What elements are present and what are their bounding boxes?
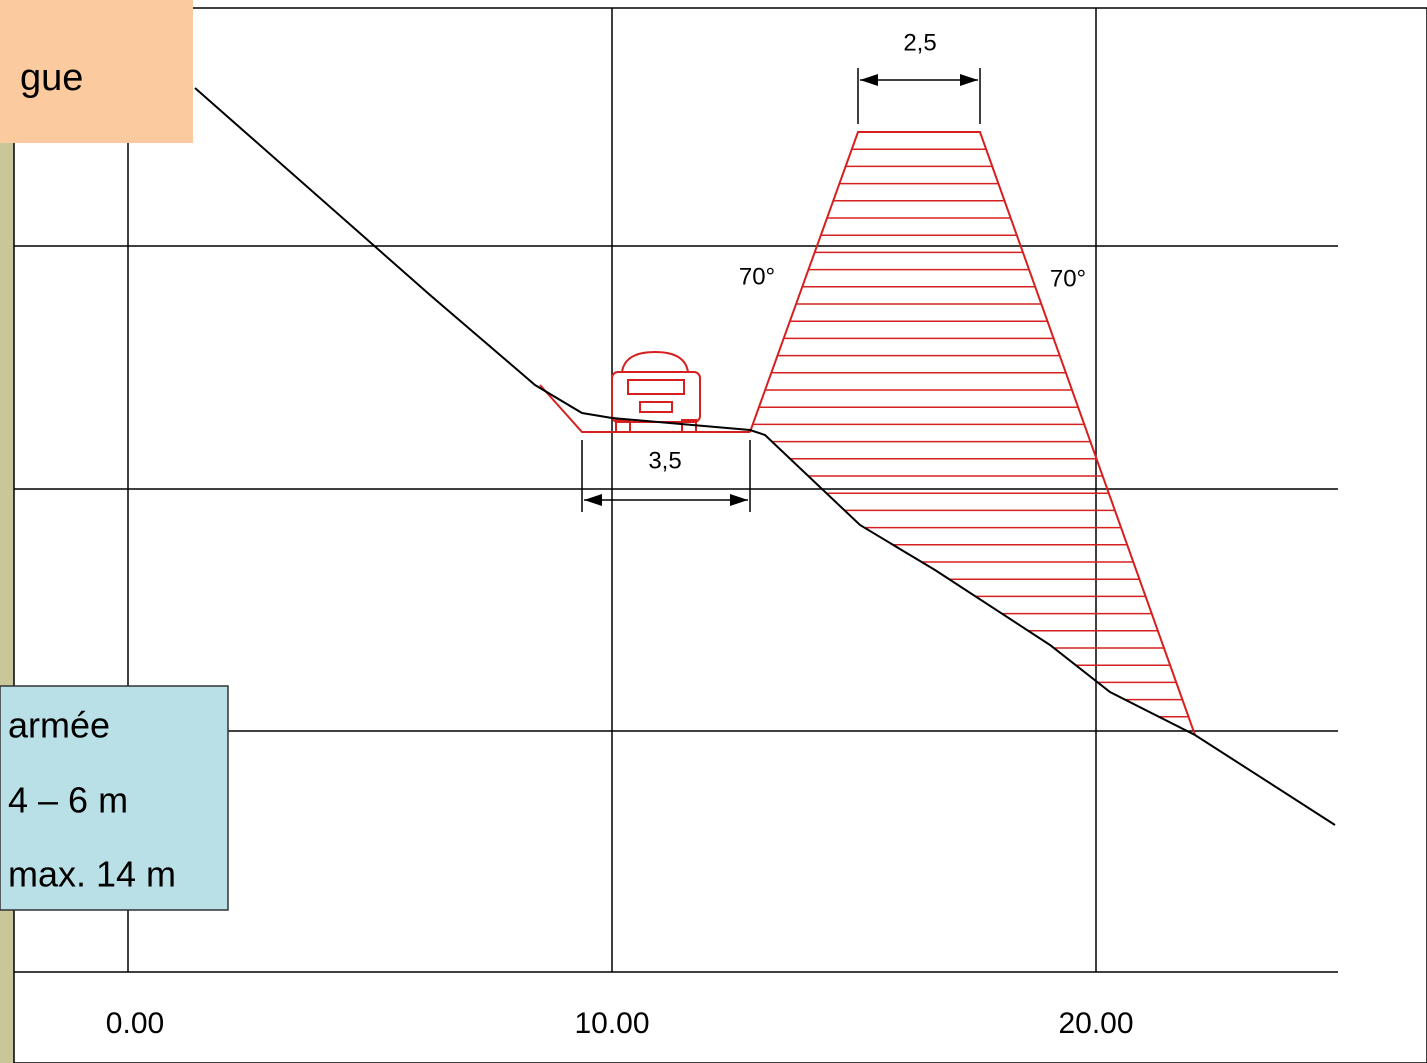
- axis-label: 0.00: [106, 1007, 164, 1040]
- callout-text: 4 – 6 m: [8, 780, 128, 821]
- callout-text: gue: [20, 57, 83, 99]
- dimension-label: 3,5: [648, 447, 681, 474]
- callout-box: [0, 0, 193, 143]
- angle-label: 70°: [739, 263, 775, 290]
- dimension-lines: [581, 68, 981, 512]
- axis-label: 10.00: [574, 1007, 649, 1040]
- callout-text: armée: [8, 705, 110, 746]
- terrain: [194, 87, 1336, 826]
- axis-label: 20.00: [1058, 1007, 1133, 1040]
- angle-label: 70°: [1050, 265, 1086, 292]
- callout-text: max. 14 m: [8, 854, 176, 895]
- callout-box: [0, 685, 229, 911]
- frame: [13, 7, 1427, 1063]
- dimension-label: 2,5: [903, 29, 936, 56]
